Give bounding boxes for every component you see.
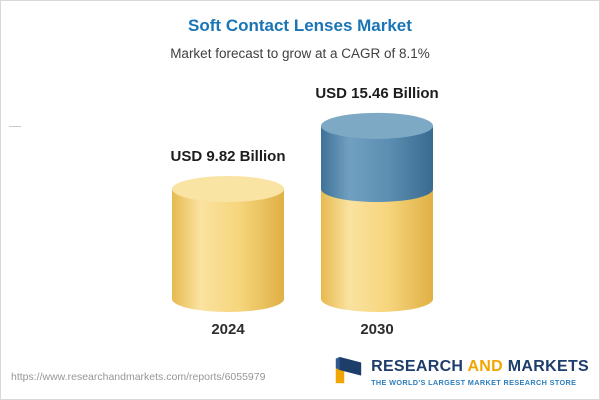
brand-tagline: THE WORLD'S LARGEST MARKET RESEARCH STOR… <box>371 377 577 387</box>
brand-name-markets: MARKETS <box>507 358 589 376</box>
bar-2024-cap <box>172 176 284 203</box>
brand-name: RESEARCH AND MARKETS <box>371 358 589 376</box>
axis-tick <box>9 126 21 127</box>
chart-subtitle: Market forecast to grow at a CAGR of 8.1… <box>170 46 430 61</box>
brand-name-research: RESEARCH <box>371 358 464 376</box>
bar-2030-base-body <box>321 189 433 299</box>
chart-title: Soft Contact Lenses Market <box>188 16 412 35</box>
x-axis-label-2030: 2030 <box>360 321 394 338</box>
source-url: https://www.researchandmarkets.com/repor… <box>11 371 266 383</box>
brand-text-block: RESEARCH AND MARKETS THE WORLD'S LARGEST… <box>371 358 589 387</box>
brand-logo-icon <box>332 354 364 391</box>
brand-name-and: AND <box>467 358 504 376</box>
bar-value-label-2030: USD 15.46 Billion <box>315 84 439 102</box>
bar-value-label-2024: USD 9.82 Billion <box>170 148 286 166</box>
brand-logo: RESEARCH AND MARKETS THE WORLD'S LARGEST… <box>332 354 589 391</box>
bar-2024-body <box>172 189 284 299</box>
x-axis-label-2024: 2024 <box>211 321 245 338</box>
bar-2030-cap <box>321 112 433 139</box>
